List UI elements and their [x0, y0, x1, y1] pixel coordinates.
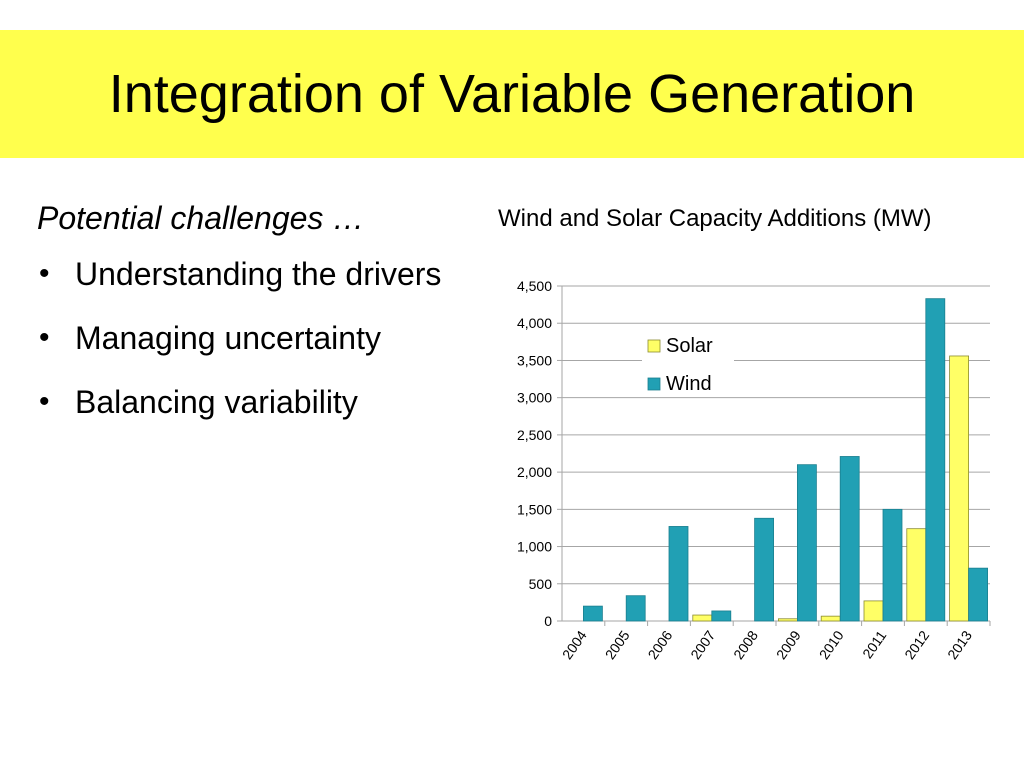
y-tick-label: 4,000	[517, 315, 552, 331]
bullet-item: • Understanding the drivers	[37, 251, 467, 297]
y-tick-label: 3,000	[517, 390, 552, 406]
x-tick-label: 2007	[687, 627, 718, 662]
x-tick-label: 2010	[816, 627, 847, 662]
legend-label: Solar	[666, 335, 713, 357]
bullet-list: • Understanding the drivers • Managing unc…	[37, 251, 467, 425]
x-tick-label: 2011	[859, 627, 889, 661]
legend-swatch-solar	[647, 339, 661, 353]
bar-wind	[925, 298, 946, 622]
bullet-icon: •	[39, 385, 50, 418]
y-tick-label: 3,500	[517, 352, 552, 368]
bar-solar	[777, 618, 798, 622]
bar-solar	[863, 600, 884, 622]
y-tick-label: 4,500	[517, 278, 552, 294]
legend-label: Wind	[666, 373, 712, 395]
challenges-panel: Potential challenges … • Understanding th…	[37, 200, 467, 443]
x-tick-label: 2008	[730, 627, 761, 662]
subtitle: Potential challenges …	[37, 200, 365, 236]
y-tick-label: 500	[529, 576, 553, 592]
chart-title: Wind and Solar Capacity Additions (MW)	[498, 205, 932, 232]
bar-wind	[882, 508, 903, 622]
bullet-text: Understanding the drivers	[75, 256, 442, 292]
bullet-text: Balancing variability	[75, 384, 358, 420]
slide-title: Integration of Variable Generation	[108, 64, 916, 124]
bar-solar	[692, 614, 713, 622]
y-tick-label: 1,500	[517, 501, 552, 517]
bar-wind	[625, 595, 646, 622]
x-tick-label: 2006	[644, 627, 675, 662]
x-tick-label: 2012	[901, 627, 932, 662]
bar-solar	[906, 528, 927, 622]
bullet-icon: •	[39, 257, 50, 290]
bar-wind	[668, 526, 689, 622]
y-tick-label: 0	[544, 613, 552, 629]
bullet-item: • Managing uncertainty	[37, 315, 467, 361]
bar-wind	[968, 567, 989, 622]
y-tick-label: 2,000	[517, 464, 552, 480]
y-tick-label: 1,000	[517, 539, 552, 555]
title-band: Integration of Variable Generation	[0, 30, 1024, 158]
bar-solar	[949, 355, 970, 622]
bullet-icon: •	[39, 321, 50, 354]
capacity-bar-chart: 0 500 1,000 1,500 2,000 2,500 3,000 3,500 4,000 4…	[517, 278, 991, 662]
bar-wind	[839, 456, 860, 622]
bar-wind	[711, 610, 732, 622]
bar-wind	[754, 517, 775, 622]
y-tick-label: 2,500	[517, 427, 552, 443]
x-tick-label: 2009	[773, 627, 804, 662]
bullet-item: • Balancing variability	[37, 379, 467, 425]
x-tick-label: 2013	[944, 627, 975, 662]
bar-wind	[796, 464, 817, 622]
bar-wind	[583, 605, 603, 622]
legend-swatch-wind	[647, 377, 661, 391]
x-tick-label: 2004	[559, 627, 590, 662]
bar-solar	[820, 615, 841, 622]
bullet-text: Managing uncertainty	[75, 320, 381, 356]
x-tick-label: 2005	[602, 627, 633, 662]
